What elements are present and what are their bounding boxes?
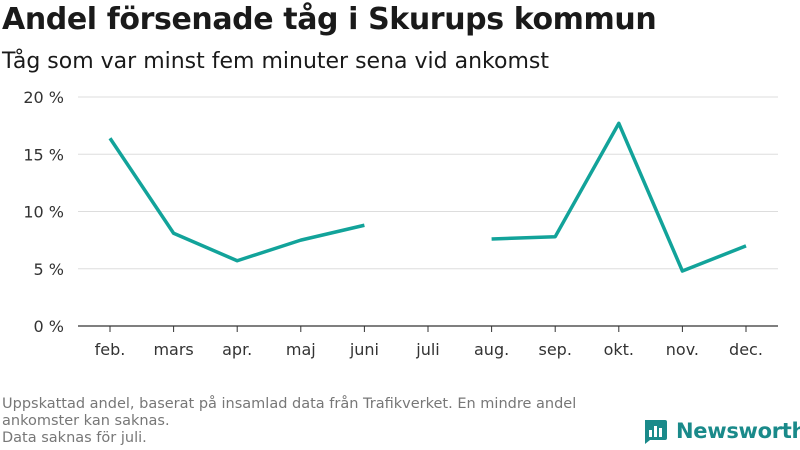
footnote: Uppskattad andel, baserat på insamlad da… [2, 396, 642, 447]
y-tick-label: 20 % [23, 88, 64, 107]
brand-name: Newsworthy [676, 419, 800, 443]
x-tick-label: okt. [604, 340, 634, 359]
series-line-segment [491, 121, 747, 273]
footnote-line-2: Data saknas för juli. [2, 430, 147, 446]
x-tick-label: feb. [95, 340, 126, 359]
y-tick-label: 10 % [23, 203, 64, 222]
y-tick-label: 15 % [23, 145, 64, 164]
x-tick-label: mars [153, 340, 193, 359]
x-tick-label: sep. [538, 340, 571, 359]
chart-subtitle: Tåg som var minst fem minuter sena vid a… [2, 49, 549, 74]
x-tick-label: dec. [729, 340, 763, 359]
x-tick-label: apr. [222, 340, 252, 359]
x-tick-label: juli [415, 340, 439, 359]
gridlines [78, 96, 778, 327]
series-lines [108, 121, 747, 273]
footnote-line-1: Uppskattad andel, baserat på insamlad da… [2, 396, 577, 429]
x-tick-label: nov. [666, 340, 699, 359]
x-tick-label: maj [286, 340, 316, 359]
y-axis-ticks: 0 % 5 % 10 % 15 % 20 % [23, 88, 64, 336]
x-tick-label: aug. [474, 340, 509, 359]
brand-logo: Newsworthy [642, 418, 800, 444]
x-axis-ticks: feb. mars apr. maj juni juli aug. sep. okt. nov. d… [95, 326, 763, 359]
y-tick-label: 0 % [34, 317, 64, 336]
y-tick-label: 5 % [34, 260, 64, 279]
newsworthy-logo-icon [645, 420, 667, 444]
series-line-segment [108, 137, 365, 263]
x-tick-label: juni [349, 340, 379, 359]
chart-title: Andel försenade tåg i Skurups kommun [2, 2, 657, 37]
